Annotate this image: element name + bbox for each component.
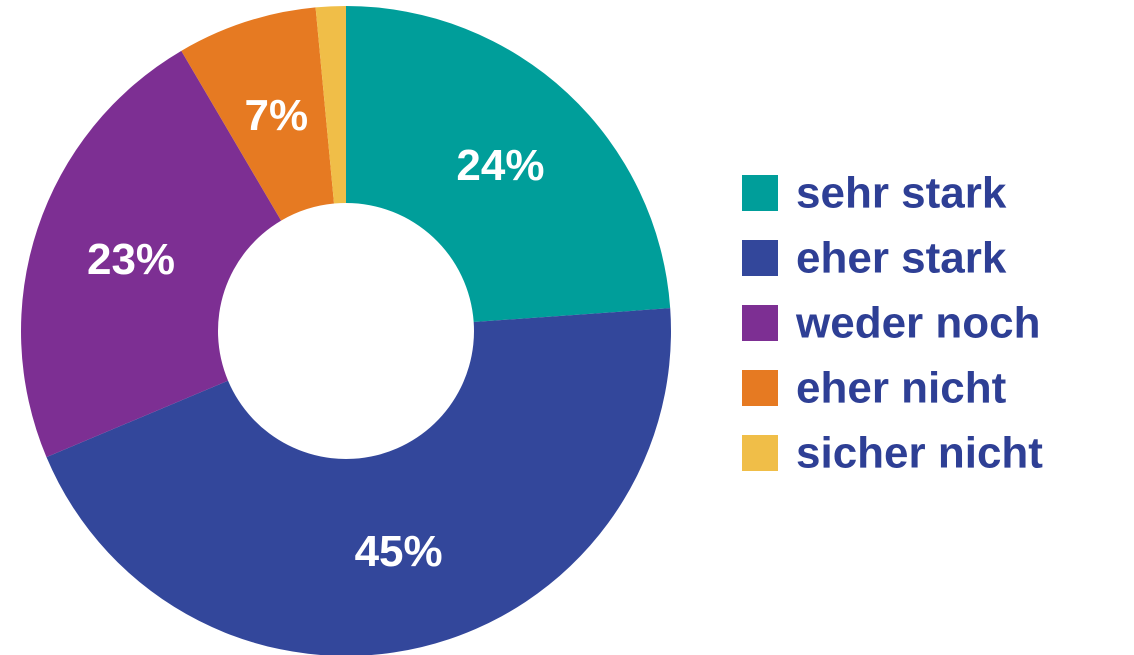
legend-label-sehr-stark: sehr stark [796,169,1007,218]
data-label-eher-nicht: 7% [245,91,309,140]
legend-label-eher-stark: eher stark [796,234,1007,283]
donut-slices [21,6,671,655]
data-label-sehr-stark: 24% [456,141,544,190]
legend-swatch-sicher-nicht [742,435,778,471]
legend-swatch-eher-stark [742,240,778,276]
legend-label-sicher-nicht: sicher nicht [796,429,1043,478]
legend: sehr stark eher stark weder noch eher nicht… [742,169,1043,478]
legend-swatch-weder-noch [742,305,778,341]
legend-label-eher-nicht: eher nicht [796,364,1007,413]
data-label-weder-noch: 23% [87,235,175,284]
legend-swatch-eher-nicht [742,370,778,406]
legend-swatch-sehr-stark [742,175,778,211]
legend-label-weder-noch: weder noch [795,299,1041,348]
data-label-eher-stark: 45% [355,527,443,576]
